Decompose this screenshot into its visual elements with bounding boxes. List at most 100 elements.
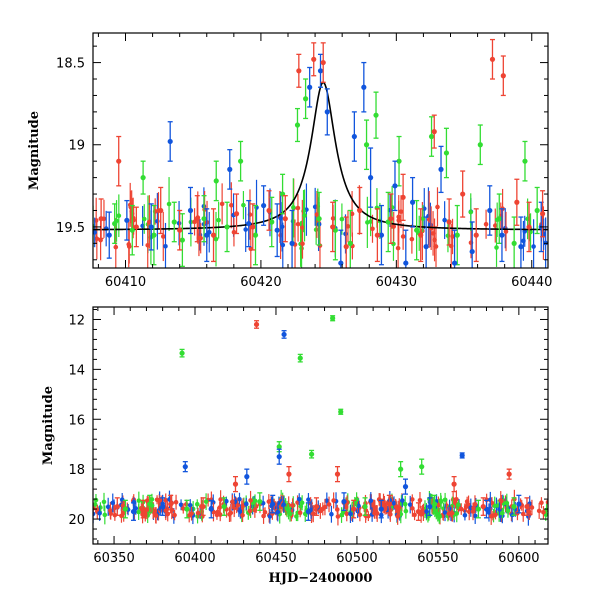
bottom-dense-point (248, 498, 253, 503)
top-dense-point (368, 219, 373, 224)
bottom-dense-point (417, 498, 423, 503)
bottom-dense-point (382, 507, 388, 512)
bottom-dense-point (261, 513, 266, 519)
top-red-point (374, 232, 380, 238)
bottom-y-tick-label: 16 (68, 413, 85, 428)
bottom-blue-point (130, 508, 137, 515)
top-green-point (414, 227, 420, 233)
top-blue-point (289, 240, 295, 246)
bottom-green-point (475, 506, 481, 512)
top-dense-point (391, 224, 397, 229)
top-dense-point (400, 234, 406, 239)
bottom-dense-point (437, 514, 443, 519)
top-green-point (140, 175, 146, 181)
top-red-point (514, 199, 520, 205)
bottom-dense-point (402, 501, 408, 507)
top-dense-point (295, 221, 301, 227)
top-dense-point (433, 244, 439, 249)
top-green-point (303, 96, 309, 102)
bottom-dense-point (194, 501, 200, 507)
top-red-point (460, 191, 466, 197)
bottom-plot-frame (92, 306, 549, 545)
bottom-x-tick-label: 60400 (174, 551, 215, 566)
bottom-panel: 60350 60400 60450 60500 60550 60600 12 14 16 18 20… (41, 306, 549, 586)
top-dense-point (166, 201, 172, 207)
top-green-point (171, 219, 177, 225)
top-green-point (252, 232, 259, 238)
top-blue-point (227, 166, 233, 172)
bottom-green-point (122, 506, 128, 512)
bottom-dense-point (334, 507, 340, 512)
top-green-point (269, 219, 275, 225)
top-panel: 60410 60420 60430 60440 18.5 19 19.5 Magnitude (27, 32, 552, 290)
bottom-dense-point (335, 514, 341, 519)
bottom-green-point (330, 315, 336, 321)
bottom-x-tick-label: 60350 (93, 551, 134, 566)
top-green-point (496, 216, 502, 222)
bottom-dense-point (287, 511, 293, 517)
bottom-dense-point (119, 513, 124, 519)
top-red-point (133, 224, 139, 230)
top-red-point (388, 216, 394, 222)
top-red-point (282, 216, 288, 222)
bottom-dense-point (243, 501, 249, 507)
top-blue-point (124, 217, 130, 223)
bottom-dense-point (357, 512, 363, 518)
bottom-dense-point (438, 499, 444, 504)
bottom-blue-point (516, 501, 522, 507)
bottom-dense-point (296, 496, 302, 502)
top-x-tick-label: 60440 (511, 275, 552, 290)
top-red-point (400, 194, 406, 200)
top-blue-point (403, 260, 409, 266)
top-green-point (224, 224, 230, 230)
bottom-dense-point (447, 506, 452, 511)
bottom-dense-point (449, 510, 455, 516)
bottom-blue-point (459, 452, 465, 459)
bottom-dense-point (297, 510, 303, 516)
bottom-dense-point (472, 502, 478, 507)
top-red-point (330, 224, 336, 230)
bottom-dense-point (102, 512, 108, 518)
bottom-dense-point (217, 512, 223, 517)
bottom-green-point (179, 350, 185, 356)
bottom-dense-point (195, 510, 201, 516)
top-blue-point (246, 221, 252, 227)
bottom-data-points (114, 315, 530, 521)
bottom-blue-point (402, 484, 409, 490)
top-plot-frame (92, 32, 549, 269)
top-x-tick-label: 60420 (240, 275, 281, 290)
bottom-red-point (313, 503, 320, 510)
bottom-dense-point (101, 499, 107, 505)
bottom-dense-point (368, 498, 374, 504)
bottom-dense-point (462, 512, 468, 518)
bottom-dense-point (344, 511, 350, 517)
top-green-point (347, 240, 353, 246)
top-blue-point (148, 224, 154, 230)
bottom-green-point (419, 464, 425, 470)
bottom-dense-point (412, 512, 417, 518)
bottom-dense-point (456, 502, 461, 507)
bottom-blue-point (244, 474, 250, 480)
bottom-dense-point (94, 507, 100, 513)
top-x-tick-label: 60430 (376, 275, 417, 290)
bottom-dense-point (372, 505, 378, 511)
top-green-point (112, 221, 118, 227)
bottom-dense-point (442, 497, 448, 503)
top-dense-point (492, 223, 498, 228)
top-dense-point (396, 218, 402, 223)
bottom-dense-point (536, 508, 542, 514)
bottom-dense-point (409, 497, 415, 502)
top-dense-point (314, 212, 320, 217)
bottom-dense-point (266, 499, 272, 504)
top-blue-point (438, 166, 444, 172)
top-green-point (363, 142, 370, 148)
bottom-dense-point (230, 499, 235, 505)
top-green-point (294, 122, 301, 128)
bottom-dense-point (436, 502, 441, 508)
top-dense-point (216, 217, 221, 223)
bottom-dense-point (541, 509, 546, 515)
top-dense-point (494, 245, 499, 250)
top-dense-point (213, 236, 219, 242)
bottom-dense-point (281, 502, 286, 507)
top-dense-point (503, 229, 509, 234)
